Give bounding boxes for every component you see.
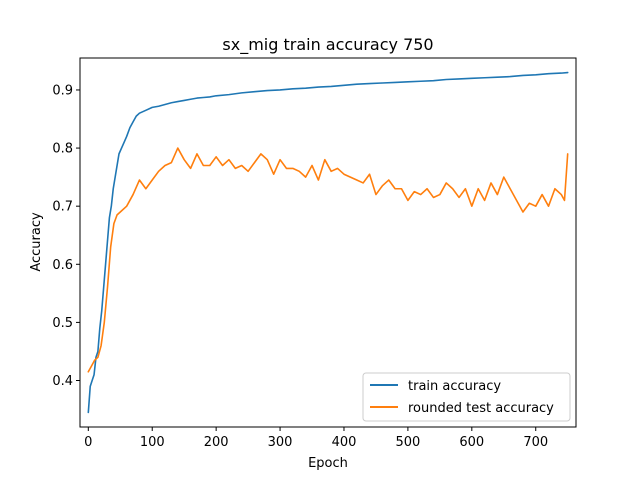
legend-label-train-accuracy: train accuracy [408, 379, 501, 394]
series-line-rounded-test-accuracy [87, 147, 569, 373]
x-tick-label: 300 [268, 435, 293, 450]
y-tick-label: 0.4 [52, 374, 73, 389]
x-tick-label: 400 [332, 435, 357, 450]
y-tick-label: 0.7 [52, 200, 73, 215]
x-tick-label: 500 [395, 435, 420, 450]
x-tick-label: 200 [204, 435, 229, 450]
legend: train accuracy rounded test accuracy [362, 372, 571, 422]
x-tick-label: 0 [84, 435, 92, 450]
x-tick-label: 700 [523, 435, 548, 450]
x-tick-label: 100 [140, 435, 165, 450]
legend-label-rounded-test-accuracy: rounded test accuracy [408, 401, 554, 416]
plot-frame [79, 57, 577, 428]
y-tick-label: 0.9 [52, 83, 73, 98]
y-tick-label: 0.8 [52, 142, 73, 157]
x-tick-label: 600 [459, 435, 484, 450]
chart-title: sx_mig train accuracy 750 [222, 35, 433, 55]
y-axis-label: Accuracy [29, 212, 44, 272]
y-tick-label: 0.5 [52, 316, 73, 331]
x-axis-label: Epoch [308, 456, 348, 471]
legend-box [362, 372, 571, 422]
y-tick-label: 0.6 [52, 258, 73, 273]
series-line-train-accuracy [87, 71, 569, 414]
